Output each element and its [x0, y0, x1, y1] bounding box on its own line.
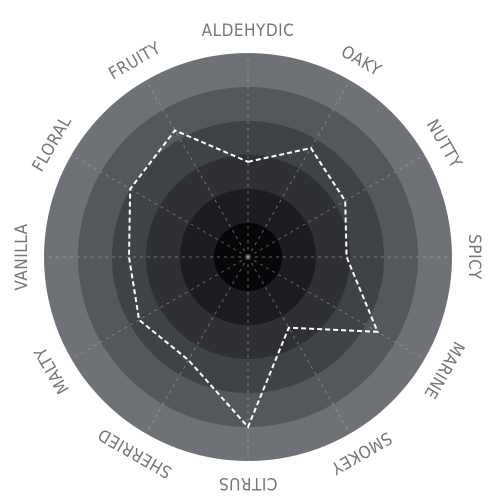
axis-label-vanilla: VANILLA	[12, 223, 32, 290]
spoke-smokey	[247, 256, 351, 434]
axis-label-aldehydic: ALDEHYDIC	[202, 21, 295, 41]
radar-series	[127, 129, 380, 429]
axis-label-oaky: OAKY	[337, 42, 384, 81]
spoke-oaky	[247, 80, 351, 258]
spoke-fruity	[145, 80, 249, 258]
axis-label-spicy: SPICY	[464, 234, 484, 280]
series-line	[127, 129, 380, 429]
spoke-floral	[71, 154, 249, 258]
spoke-malty	[71, 256, 249, 360]
spoke-sherried	[145, 256, 249, 434]
axis-label-citrus: CITRUS	[218, 473, 277, 493]
spoke-nutty	[247, 154, 425, 258]
spoke-marine	[247, 256, 425, 360]
radar-spokes	[44, 53, 452, 461]
